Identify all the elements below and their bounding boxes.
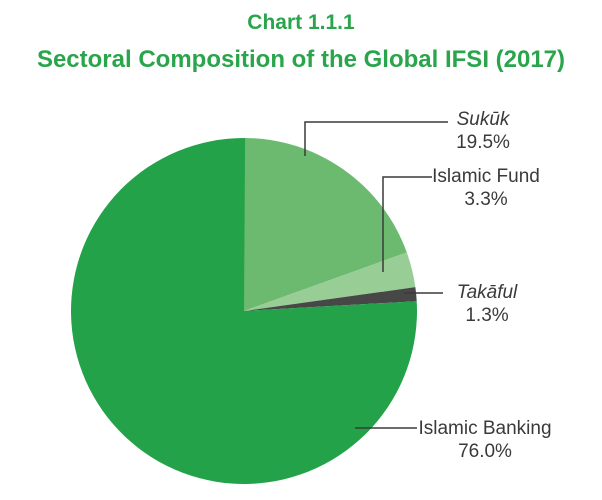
callout-takaful: Takāful 1.3%	[427, 281, 547, 327]
chart-title-subtitle: Sectoral Composition of the Global IFSI …	[36, 46, 566, 74]
pie-slice-islamic-banking	[70, 137, 417, 484]
slice-label-takaful: Takāful	[456, 282, 518, 303]
pie-slices	[70, 137, 417, 484]
pie-slice-takaful	[244, 287, 417, 311]
callout-islamic-fund: Islamic Fund 3.3%	[416, 165, 556, 211]
chart-title: Chart 1.1.1 Sectoral Composition of the …	[0, 10, 602, 75]
callout-islamic-banking: Islamic Banking 76.0%	[405, 417, 565, 463]
pie-slice-islamic-fund	[244, 252, 416, 311]
slice-label-islamic-fund: Islamic Fund	[432, 166, 540, 187]
slice-label-islamic-banking: Islamic Banking	[418, 418, 552, 439]
callout-sukuk: Sukūk 19.5%	[423, 108, 543, 154]
leader-lines	[304, 121, 448, 429]
slice-value-sukuk: 19.5%	[456, 132, 510, 153]
leader-line-islamic-fund	[382, 176, 432, 272]
leader-line-sukuk	[304, 121, 448, 156]
pie-slice-sukuk	[244, 138, 407, 311]
slice-value-islamic-banking: 76.0%	[458, 441, 512, 462]
slice-value-islamic-fund: 3.3%	[464, 189, 508, 210]
slice-label-sukuk: Sukūk	[456, 109, 510, 130]
chart-title-number: Chart 1.1.1	[247, 11, 355, 34]
slice-value-takaful: 1.3%	[465, 305, 509, 326]
